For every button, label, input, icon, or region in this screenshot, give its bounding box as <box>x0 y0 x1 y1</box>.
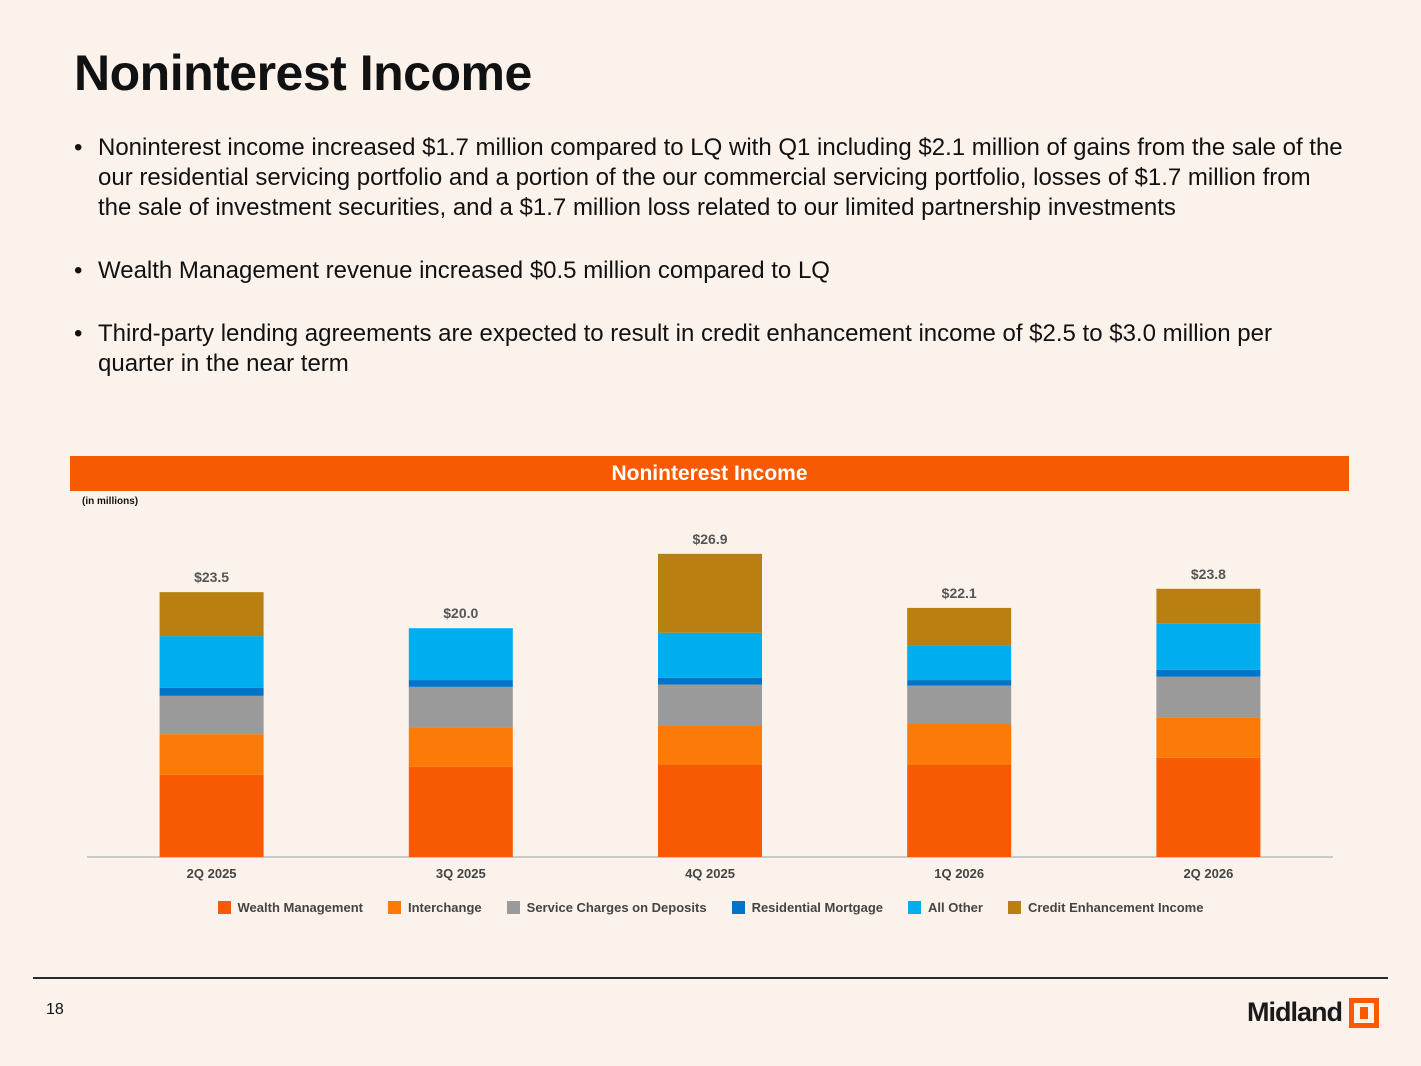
bar-segment <box>658 677 762 685</box>
bar-total-label: $23.8 <box>1191 566 1226 582</box>
legend-item: Credit Enhancement Income <box>1007 900 1204 915</box>
chart-units-label: (in millions) <box>82 496 139 507</box>
bar-total-label: $26.9 <box>692 531 727 547</box>
bar-segment <box>1156 588 1261 624</box>
bar-segment <box>907 645 1012 681</box>
legend-label: Wealth Management <box>237 900 363 915</box>
footer-divider <box>33 977 1388 979</box>
bar-segment <box>159 636 264 688</box>
bar-segment <box>907 685 1012 725</box>
bullet-text: Third-party lending agreements are expec… <box>98 320 1272 377</box>
bar-segment <box>159 687 264 696</box>
legend-swatch <box>908 901 922 914</box>
bar-segment <box>159 774 264 857</box>
x-tick-label: 2Q 2025 <box>187 866 237 881</box>
bar-segment <box>907 607 1012 646</box>
x-tick-label: 3Q 2025 <box>436 866 486 881</box>
bullet-glyph: • <box>74 320 83 347</box>
x-tick-label: 1Q 2026 <box>934 866 984 881</box>
legend-item: Wealth Management <box>217 900 363 915</box>
legend-swatch <box>1007 901 1021 914</box>
bar-segment <box>907 680 1012 686</box>
bar-segment <box>159 695 264 735</box>
bullet-item: • Third-party lending agreements are expe… <box>74 319 1344 379</box>
logo-wordmark: Midland <box>1247 997 1343 1027</box>
x-tick-label: 2Q 2026 <box>1183 866 1233 881</box>
chart-header: Noninterest Income <box>70 456 1349 491</box>
bar-segment <box>159 592 264 637</box>
bullet-item: • Noninterest income increased $1.7 milli… <box>74 133 1344 223</box>
legend-label: Credit Enhancement Income <box>1027 900 1204 915</box>
legend-item: Service Charges on Deposits <box>506 900 707 915</box>
legend-label: Service Charges on Deposits <box>526 900 707 915</box>
bar-segment <box>658 684 762 726</box>
bar-segment <box>408 727 513 767</box>
legend-item: Interchange <box>387 900 482 915</box>
legend-item: Residential Mortgage <box>731 900 884 915</box>
legend-label: Interchange <box>407 900 482 915</box>
bullet-list: • Noninterest income increased $1.7 milli… <box>74 133 1344 412</box>
bar-segment <box>658 553 762 633</box>
midland-logo: Midland <box>1247 997 1379 1028</box>
bullet-glyph: • <box>74 257 83 284</box>
legend-label: Residential Mortgage <box>751 900 884 915</box>
legend-swatch <box>506 901 520 914</box>
bar-total-label: $22.1 <box>942 585 977 601</box>
bar-segment <box>159 734 264 775</box>
page-number: 18 <box>46 1001 64 1018</box>
bar-segment <box>1156 669 1261 677</box>
x-tick-label: 4Q 2025 <box>685 866 735 881</box>
bar-segment <box>907 724 1012 765</box>
legend-swatch <box>387 901 401 914</box>
bar-segment <box>658 764 762 857</box>
bar-segment <box>408 628 513 681</box>
bar-segment <box>408 686 513 728</box>
bullet-item: • Wealth Management revenue increased $0.… <box>74 256 1344 286</box>
bar-segment <box>907 764 1012 857</box>
bullet-glyph: • <box>74 134 83 161</box>
bar-segment <box>1156 757 1261 857</box>
bar-segment <box>1156 623 1261 670</box>
bar-total-label: $20.0 <box>443 605 478 621</box>
bar-total-label: $23.5 <box>194 569 229 585</box>
chart-legend: Wealth Management Interchange Service Char… <box>0 900 1421 915</box>
legend-label: All Other <box>928 900 983 915</box>
slide-title: Noninterest Income <box>74 45 532 101</box>
bar-segment <box>1156 676 1261 718</box>
bar-segment <box>1156 717 1261 758</box>
legend-swatch <box>217 901 231 914</box>
legend-swatch <box>731 901 745 914</box>
bullet-text: Wealth Management revenue increased $0.5… <box>98 257 830 284</box>
bullet-text: Noninterest income increased $1.7 millio… <box>98 134 1343 221</box>
legend-item: All Other <box>908 900 983 915</box>
bar-segment <box>658 632 762 678</box>
logo-square-icon <box>1349 997 1379 1028</box>
bar-segment <box>408 680 513 687</box>
bar-segment <box>408 766 513 857</box>
bar-segment <box>658 725 762 765</box>
